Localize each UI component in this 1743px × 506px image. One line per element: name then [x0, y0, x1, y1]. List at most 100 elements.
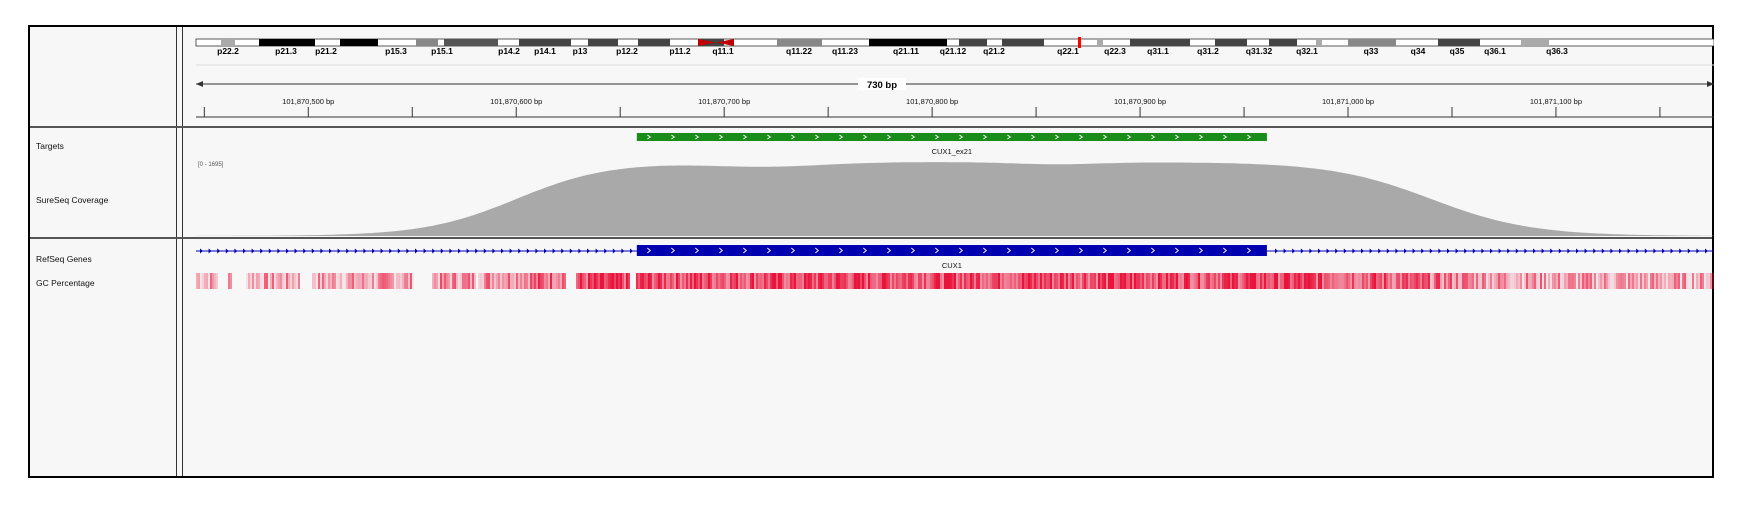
gc-bin	[694, 273, 696, 289]
gc-bin	[1196, 273, 1198, 289]
gene-strand-arrow	[604, 248, 608, 254]
gc-bin	[938, 273, 940, 289]
gc-bin	[1350, 273, 1352, 289]
gc-bin	[406, 273, 408, 289]
gc-bin	[564, 273, 566, 289]
gc-bin	[1466, 273, 1468, 289]
gene-strand-arrow	[208, 248, 212, 254]
gc-bin	[1514, 273, 1516, 289]
gc-bin	[544, 273, 546, 289]
genome-view[interactable]: p22.2 p21.3 p21.2 p15.3 p15.1 p14.2 p14.1 p13 p1…	[186, 27, 1714, 478]
panel-divider[interactable]	[182, 27, 183, 476]
gc-bin	[1274, 273, 1276, 289]
gc-bin	[320, 273, 322, 289]
gc-bin	[742, 273, 744, 289]
gc-bin	[412, 273, 414, 289]
gc-bin	[1398, 273, 1400, 289]
gc-bin	[680, 273, 682, 289]
gc-bin	[588, 273, 590, 289]
gc-bin	[794, 273, 796, 289]
gc-bin	[1392, 273, 1394, 289]
gc-bin	[1386, 273, 1388, 289]
gc-bin	[640, 273, 642, 289]
gene-strand-arrow	[595, 248, 599, 254]
gc-bin	[266, 273, 268, 289]
gc-bin	[1710, 273, 1712, 289]
gc-bin	[826, 273, 828, 289]
gc-bin	[906, 273, 908, 289]
gene-strand-arrow	[397, 248, 401, 254]
gc-bin	[1104, 273, 1106, 289]
gc-bin	[402, 273, 404, 289]
gc-bin	[472, 273, 474, 289]
gc-bin	[1114, 273, 1116, 289]
gc-bin	[1490, 273, 1492, 289]
exon-strand-arrow	[647, 247, 652, 254]
gc-bin	[1144, 273, 1146, 289]
ruler[interactable]: 730 bp 101,870,500 bp 101,870,600 bp 101,87…	[196, 78, 1714, 118]
gene-strand-arrow	[277, 248, 281, 254]
gc-bin	[1492, 273, 1494, 289]
gc-bin	[448, 273, 450, 289]
gc-bin	[258, 273, 260, 289]
header-divider	[30, 126, 1712, 128]
gc-bin	[1140, 273, 1142, 289]
gene-strand-arrow	[286, 248, 289, 254]
target-feature[interactable]	[636, 133, 1267, 141]
gc-bin	[548, 273, 550, 289]
gc-bin	[1560, 273, 1562, 289]
gc-bin	[1056, 273, 1058, 289]
gene-strand-arrow	[1472, 248, 1476, 254]
gc-bin	[762, 273, 764, 289]
gc-bin	[408, 273, 410, 289]
current-locus-marker[interactable]	[1078, 37, 1081, 48]
gc-bin	[1360, 273, 1362, 289]
gc-bin	[1640, 273, 1642, 289]
exon-strand-arrow	[695, 247, 700, 254]
gc-bin	[1634, 273, 1636, 289]
gc-bin	[1194, 273, 1196, 289]
gene-strand-arrow	[1576, 248, 1579, 254]
gc-bin	[1126, 273, 1128, 289]
coverage-area[interactable]	[196, 162, 1714, 236]
gc-bin	[1550, 273, 1552, 289]
gc-bin	[1100, 273, 1102, 289]
refseq-track-label[interactable]: RefSeq Genes	[36, 254, 92, 264]
gene-strand-arrow	[329, 248, 332, 254]
gc-bin	[1636, 273, 1638, 289]
gc-bin	[1496, 273, 1498, 289]
gc-bin	[758, 273, 760, 289]
gc-bin	[216, 273, 218, 289]
gc-bin	[1064, 273, 1066, 289]
gc-bin	[348, 273, 350, 289]
targets-track-label[interactable]: Targets	[36, 141, 64, 151]
gene-strand-arrow	[225, 248, 229, 254]
gene-exon[interactable]	[636, 245, 1267, 256]
span-label-bg	[858, 78, 906, 90]
gene-strand-arrow	[1343, 248, 1347, 254]
ideogram-band	[1097, 39, 1103, 46]
gc-bin	[1338, 273, 1340, 289]
gc-bin	[1062, 273, 1064, 289]
ideogram-outline	[195, 38, 1714, 47]
data-panel-divider[interactable]	[30, 237, 1712, 239]
exon-strand-arrow	[983, 247, 988, 254]
gc-bin	[1312, 273, 1314, 289]
gc-bin	[1650, 273, 1652, 289]
chromosome-ideogram[interactable]: p22.2 p21.3 p21.2 p15.3 p15.1 p14.2 p14.1 p13 p1…	[195, 37, 1714, 66]
gc-bin	[1544, 273, 1546, 289]
gc-bin	[862, 273, 864, 289]
gc-bin	[202, 273, 204, 289]
gc-bin	[1446, 273, 1448, 289]
coverage-track-label[interactable]: SureSeq Coverage	[36, 195, 109, 205]
gc-bin	[1630, 273, 1632, 289]
gene-strand-arrow	[509, 248, 513, 254]
gc-bin	[386, 273, 388, 289]
gc-bin	[338, 273, 340, 289]
gc-bin	[1184, 273, 1186, 289]
gc-bin	[1160, 273, 1162, 289]
gc-bin	[932, 273, 934, 289]
gc-track-label[interactable]: GC Percentage	[36, 278, 95, 288]
gc-bin	[956, 273, 958, 289]
gc-bin	[1652, 273, 1654, 289]
